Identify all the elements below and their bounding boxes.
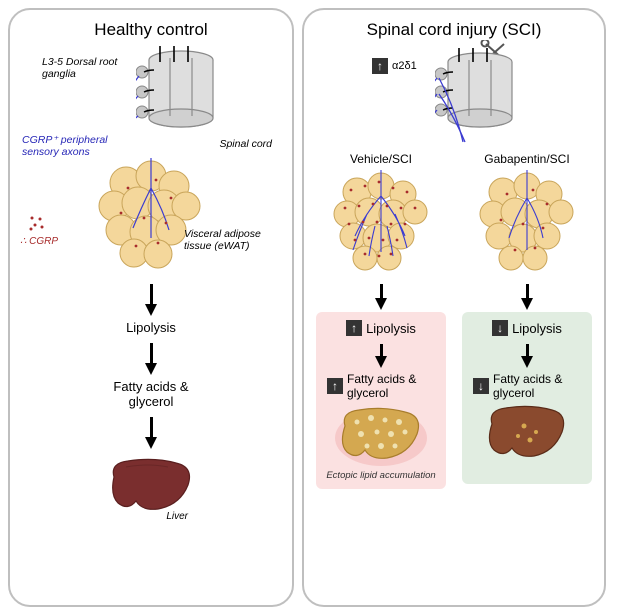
arrow-icon bbox=[380, 344, 383, 356]
arrow-icon bbox=[150, 417, 153, 437]
arrow-icon bbox=[375, 356, 387, 368]
spinal-cord-icon bbox=[136, 46, 286, 156]
arrow-icon bbox=[521, 298, 533, 310]
adipose-block-healthy: ∴ CGRP Visceral adipose tissue (eWAT) bbox=[16, 158, 286, 278]
arrow-icon bbox=[521, 356, 533, 368]
arrow-icon bbox=[145, 437, 157, 449]
spinal-block-healthy: L3-5 Dorsal root ganglia Spinal cord CGR… bbox=[16, 46, 286, 156]
panel-healthy: Healthy control L3-5 Dorsal root ganglia… bbox=[8, 8, 294, 607]
panel-title-sci: Spinal cord injury (SCI) bbox=[367, 20, 542, 40]
fatty-down: ↓ Fatty acids & glycerol bbox=[467, 372, 587, 400]
down-arrow-icon: ↓ bbox=[473, 378, 489, 394]
liver-mild-icon bbox=[482, 402, 572, 462]
arrow-icon bbox=[375, 298, 387, 310]
arrow-icon bbox=[526, 284, 529, 298]
down-arrow-icon: ↓ bbox=[492, 320, 508, 336]
spinal-block-sci: ↑ α2δ1 bbox=[310, 46, 598, 152]
up-arrow-icon: ↑ bbox=[327, 378, 343, 394]
axon-label: CGRP⁺ peripheral sensory axons bbox=[22, 134, 142, 158]
spinal-cord-sci-icon bbox=[435, 48, 585, 154]
vehicle-column: Vehicle/SCI bbox=[311, 152, 451, 489]
gabapentin-title: Gabapentin/SCI bbox=[484, 152, 569, 166]
arrow-icon bbox=[145, 363, 157, 375]
panel-sci: Spinal cord injury (SCI) ↑ α2δ1 bbox=[302, 8, 606, 607]
subcolumns: Vehicle/SCI bbox=[310, 152, 598, 489]
arrow-icon bbox=[150, 284, 153, 304]
drg-label: L3-5 Dorsal root ganglia bbox=[42, 56, 132, 80]
result-box-vehicle: ↑ Lipolysis ↑ Fatty acids & glycerol bbox=[316, 312, 446, 489]
adipose-vehicle-icon bbox=[321, 170, 441, 278]
lipolysis-up: ↑ Lipolysis bbox=[346, 320, 416, 336]
cgrp-label: ∴ CGRP bbox=[20, 236, 58, 247]
panel-title-healthy: Healthy control bbox=[94, 20, 207, 40]
adipose-tissue-icon bbox=[86, 158, 216, 273]
lipolysis-down: ↓ Lipolysis bbox=[492, 320, 562, 336]
arrow-icon bbox=[145, 304, 157, 316]
fatty-label: Fatty acids & glycerol bbox=[96, 379, 206, 409]
up-arrow-icon: ↑ bbox=[346, 320, 362, 336]
ectopic-label: Ectopic lipid accumulation bbox=[326, 470, 435, 481]
arrow-icon bbox=[380, 284, 383, 298]
liver-block-healthy: Liver bbox=[106, 455, 196, 522]
cgrp-dots-icon bbox=[28, 214, 48, 234]
liver-fatty-icon bbox=[331, 402, 431, 468]
arrow-icon bbox=[150, 343, 153, 363]
arrow-icon bbox=[526, 344, 529, 356]
up-arrow-icon: ↑ bbox=[372, 58, 388, 74]
fatty-up: ↑ Fatty acids & glycerol bbox=[321, 372, 441, 400]
tissue-label: Visceral adipose tissue (eWAT) bbox=[184, 228, 282, 252]
liver-label: Liver bbox=[166, 511, 188, 522]
vehicle-title: Vehicle/SCI bbox=[350, 152, 412, 166]
result-box-gabapentin: ↓ Lipolysis ↓ Fatty acids & glycerol bbox=[462, 312, 592, 484]
liver-healthy-icon bbox=[106, 455, 196, 515]
a2d1-label: ↑ α2δ1 bbox=[372, 58, 417, 74]
lipolysis-label: Lipolysis bbox=[126, 320, 176, 335]
adipose-gabapentin-icon bbox=[467, 170, 587, 278]
gabapentin-column: Gabapentin/SCI bbox=[457, 152, 597, 489]
